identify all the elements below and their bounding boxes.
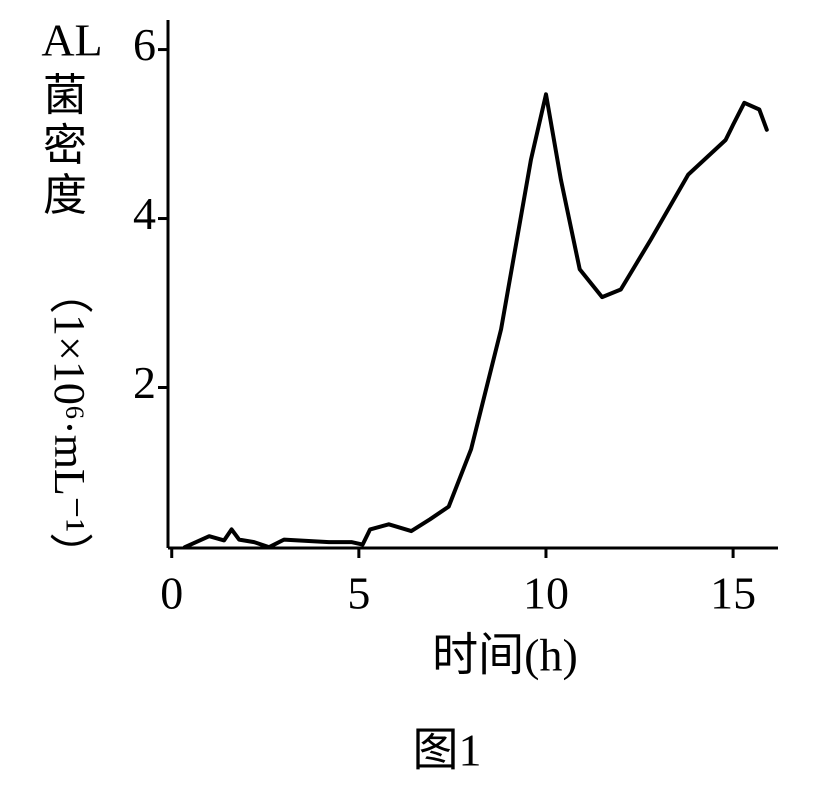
y-tick-label: 4 <box>133 188 156 239</box>
y-tick-label: 6 <box>133 19 156 70</box>
y-label-unit: （1×10⁶·mL⁻¹） <box>45 270 94 576</box>
x-tick-label: 15 <box>710 568 756 619</box>
data-line <box>182 92 769 550</box>
x-tick-label: 0 <box>160 568 183 619</box>
x-tick-label: 5 <box>347 568 370 619</box>
y-label-name: 菌密度 <box>43 71 87 220</box>
x-tick-label: 10 <box>523 568 569 619</box>
y-tick-label: 2 <box>133 357 156 408</box>
caption: 图1 <box>413 725 482 776</box>
y-label-prefix: AL <box>41 15 102 66</box>
x-label: 时间(h) <box>432 630 578 681</box>
